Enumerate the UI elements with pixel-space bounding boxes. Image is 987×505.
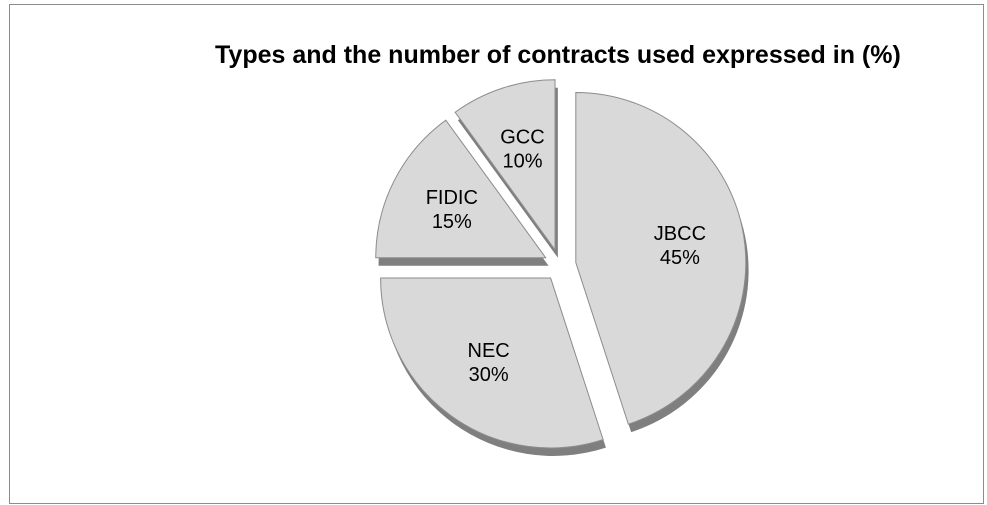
chart-area: Types and the number of contracts used e… bbox=[9, 4, 984, 504]
pie-slice-jbcc bbox=[575, 91, 747, 425]
pie-slice-nec bbox=[380, 277, 604, 449]
slice-label-fidic: FIDIC 15% bbox=[426, 187, 478, 233]
slice-value-jbcc: 45% bbox=[660, 247, 700, 269]
pie-chart: JBCC 45% NEC 30% FIDIC 15% GCC 10% bbox=[375, 79, 749, 456]
slice-value-gcc: 10% bbox=[502, 151, 542, 173]
pie-slice-gcc bbox=[454, 79, 556, 252]
slice-name-gcc: GCC bbox=[500, 127, 544, 149]
slice-label-gcc: GCC 10% bbox=[500, 127, 544, 173]
slice-label-nec: NEC 30% bbox=[468, 340, 510, 386]
slice-name-fidic: FIDIC bbox=[426, 187, 478, 209]
slice-label-jbcc: JBCC 45% bbox=[654, 223, 706, 269]
pie-slice-fidic bbox=[375, 119, 547, 259]
slice-value-nec: 30% bbox=[469, 364, 509, 386]
slice-name-nec: NEC bbox=[468, 340, 510, 362]
slice-name-jbcc: JBCC bbox=[654, 223, 706, 245]
chart-title: Types and the number of contracts used e… bbox=[215, 41, 901, 69]
slice-value-fidic: 15% bbox=[432, 211, 472, 233]
